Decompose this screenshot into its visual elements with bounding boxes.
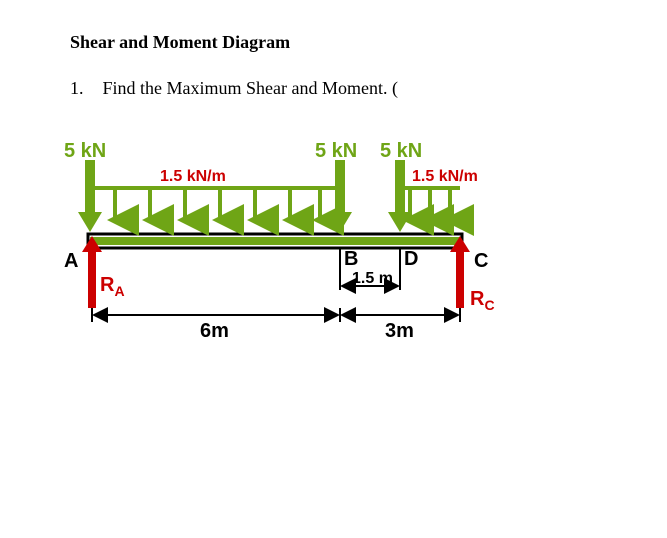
problem-number: 1. [70, 78, 84, 98]
problem-text: Find the Maximum Shear and Moment. ( [103, 78, 398, 98]
dist-label-w2: 1.5 kN/m [412, 168, 478, 186]
dist-load-w1-arrows [115, 190, 320, 220]
point-load-B-arrow [328, 160, 352, 232]
load-label-B: 5 kN [315, 140, 357, 163]
load-label-D: 5 kN [380, 140, 422, 163]
dim-BD-text: 1.5 m [352, 270, 393, 288]
page-title: Shear and Moment Diagram [70, 32, 290, 53]
problem-line: 1. Find the Maximum Shear and Moment. ( [70, 78, 398, 99]
reaction-RA-label: RA [100, 274, 125, 299]
point-C: C [474, 250, 488, 273]
load-label-A: 5 kN [64, 140, 106, 163]
dim-BC-text: 3m [385, 320, 414, 343]
dist-label-w1: 1.5 kN/m [160, 168, 226, 186]
point-D: D [404, 248, 418, 271]
beam-svg [60, 140, 580, 360]
beam-fill [90, 237, 460, 245]
point-A: A [64, 250, 78, 273]
dim-AB-text: 6m [200, 320, 229, 343]
reaction-RC-label: RC [470, 288, 495, 313]
beam-diagram: 5 kN 5 kN 5 kN 1.5 kN/m 1.5 kN/m A B D C… [60, 140, 580, 360]
dist-load-w2-arrows [410, 190, 450, 220]
point-B: B [344, 248, 358, 271]
point-load-A-arrow [78, 160, 102, 232]
